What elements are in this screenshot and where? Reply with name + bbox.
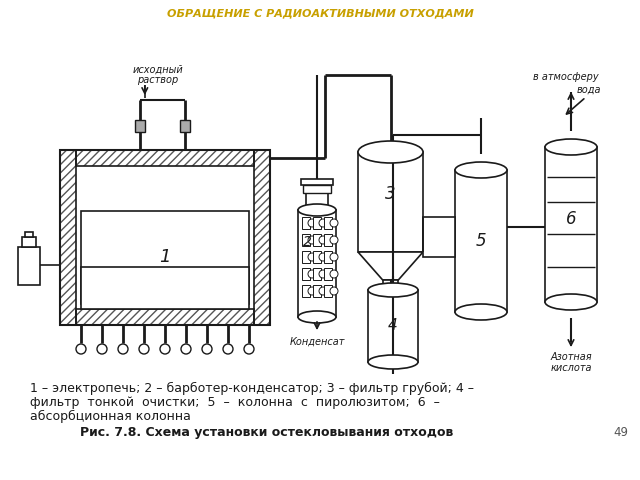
Bar bbox=[76, 150, 254, 166]
Bar bbox=[303, 185, 331, 193]
Circle shape bbox=[202, 344, 212, 354]
Bar bbox=[359, 149, 422, 157]
Text: в атмосферу: в атмосферу bbox=[533, 72, 599, 82]
Circle shape bbox=[330, 270, 338, 278]
Bar bbox=[254, 150, 270, 325]
Ellipse shape bbox=[298, 204, 336, 216]
Circle shape bbox=[76, 344, 86, 354]
Bar bbox=[76, 309, 254, 325]
Bar bbox=[358, 152, 423, 252]
Text: 1: 1 bbox=[159, 249, 171, 266]
Ellipse shape bbox=[455, 304, 507, 320]
Circle shape bbox=[308, 253, 316, 261]
Bar bbox=[25, 232, 33, 237]
Bar bbox=[313, 285, 321, 297]
Circle shape bbox=[308, 287, 316, 295]
Circle shape bbox=[330, 253, 338, 261]
Bar bbox=[76, 309, 254, 325]
Circle shape bbox=[139, 344, 149, 354]
Text: 4: 4 bbox=[388, 319, 398, 334]
Ellipse shape bbox=[368, 283, 418, 297]
Ellipse shape bbox=[358, 141, 423, 163]
Circle shape bbox=[160, 344, 170, 354]
Text: кислота: кислота bbox=[550, 363, 592, 373]
Circle shape bbox=[308, 270, 316, 278]
Bar bbox=[81, 267, 249, 309]
Circle shape bbox=[319, 219, 327, 227]
Bar bbox=[302, 234, 310, 246]
Text: абсорбционная колонна: абсорбционная колонна bbox=[30, 410, 191, 423]
Bar bbox=[301, 179, 333, 185]
Bar bbox=[135, 120, 145, 132]
Bar bbox=[313, 251, 321, 263]
Bar bbox=[324, 251, 332, 263]
Circle shape bbox=[97, 344, 107, 354]
Bar bbox=[313, 268, 321, 280]
Circle shape bbox=[244, 344, 254, 354]
Circle shape bbox=[319, 287, 327, 295]
Bar bbox=[368, 290, 418, 362]
Bar bbox=[60, 150, 270, 325]
Text: раствор: раствор bbox=[137, 75, 179, 85]
Circle shape bbox=[118, 344, 128, 354]
Text: ОБРАЩЕНИЕ С РАДИОАКТИВНЫМИ ОТХОДАМИ: ОБРАЩЕНИЕ С РАДИОАКТИВНЫМИ ОТХОДАМИ bbox=[166, 8, 474, 18]
Circle shape bbox=[330, 287, 338, 295]
Ellipse shape bbox=[455, 162, 507, 178]
Bar bbox=[60, 150, 76, 325]
Circle shape bbox=[223, 344, 233, 354]
Text: 5: 5 bbox=[476, 232, 486, 250]
Circle shape bbox=[330, 219, 338, 227]
Bar bbox=[302, 251, 310, 263]
Bar bbox=[254, 150, 270, 325]
Circle shape bbox=[319, 236, 327, 244]
Text: 1 – электропечь; 2 – барботер-конденсатор; 3 – фильтр грубой; 4 –: 1 – электропечь; 2 – барботер-конденсато… bbox=[30, 382, 474, 395]
Text: 2: 2 bbox=[303, 236, 312, 250]
Bar bbox=[455, 170, 507, 312]
Circle shape bbox=[330, 236, 338, 244]
Text: Конденсат: Конденсат bbox=[289, 337, 345, 347]
Circle shape bbox=[319, 270, 327, 278]
Ellipse shape bbox=[368, 355, 418, 369]
Ellipse shape bbox=[298, 311, 336, 323]
Bar bbox=[383, 280, 398, 294]
Text: Рис. 7.8. Схема установки остекловывания отходов: Рис. 7.8. Схема установки остекловывания… bbox=[80, 426, 453, 439]
Polygon shape bbox=[358, 252, 423, 280]
Bar bbox=[313, 234, 321, 246]
Text: фильтр  тонкой  очистки;  5  –  колонна  с  пиролюзитом;  6  –: фильтр тонкой очистки; 5 – колонна с пир… bbox=[30, 396, 440, 409]
Bar bbox=[22, 237, 36, 247]
Bar bbox=[324, 217, 332, 229]
Bar bbox=[302, 268, 310, 280]
Ellipse shape bbox=[545, 139, 597, 155]
Bar bbox=[81, 211, 249, 304]
Bar bbox=[324, 234, 332, 246]
Bar bbox=[324, 285, 332, 297]
Text: вода: вода bbox=[577, 85, 601, 95]
Bar bbox=[324, 268, 332, 280]
Circle shape bbox=[308, 219, 316, 227]
Bar bbox=[60, 150, 76, 325]
Ellipse shape bbox=[545, 294, 597, 310]
Bar bbox=[423, 217, 455, 257]
Text: Азотная: Азотная bbox=[550, 352, 592, 362]
Bar bbox=[313, 217, 321, 229]
Bar bbox=[545, 147, 597, 302]
Bar bbox=[18, 247, 40, 285]
Bar bbox=[298, 210, 336, 317]
Bar bbox=[306, 188, 328, 210]
Bar bbox=[302, 285, 310, 297]
Text: 49: 49 bbox=[613, 426, 628, 439]
Text: 6: 6 bbox=[566, 211, 576, 228]
Circle shape bbox=[181, 344, 191, 354]
Text: исходный: исходный bbox=[132, 65, 183, 75]
Bar bbox=[76, 150, 254, 166]
Bar bbox=[302, 217, 310, 229]
Circle shape bbox=[308, 236, 316, 244]
Bar bbox=[180, 120, 190, 132]
Text: 3: 3 bbox=[385, 185, 396, 203]
Circle shape bbox=[319, 253, 327, 261]
